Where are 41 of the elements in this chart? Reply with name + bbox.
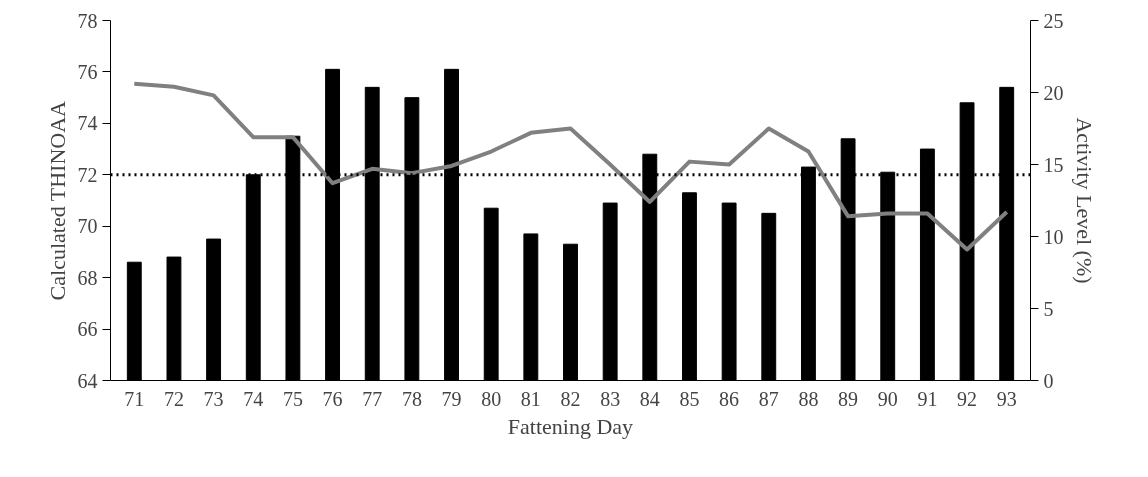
x-tick-label: 88 xyxy=(798,387,819,410)
y-tick-label: 74 xyxy=(77,112,98,135)
x-tick-label: 91 xyxy=(917,387,938,410)
y-tick-label: 76 xyxy=(77,60,98,83)
line-series xyxy=(132,81,1009,252)
y-tick-label: 66 xyxy=(77,318,98,341)
y-tick-label: 68 xyxy=(77,266,98,289)
x-tick-label: 76 xyxy=(322,387,343,410)
x-tick-label: 75 xyxy=(282,387,303,410)
x-tick-label: 87 xyxy=(758,387,779,410)
y-axis-title: Calculated THINOAA xyxy=(44,100,70,301)
x-tick-label: 90 xyxy=(877,387,898,410)
x-tick-label: 72 xyxy=(163,387,184,410)
y2-tick-label: 5 xyxy=(1043,297,1054,320)
x-tick-label: 83 xyxy=(600,387,621,410)
y2-tick-label: 10 xyxy=(1043,225,1064,248)
y-tick-label: 64 xyxy=(77,369,98,392)
x-tick-label: 73 xyxy=(203,387,224,410)
y2-axis-title: Activity Level (%) xyxy=(1071,117,1097,284)
x-tick-label: 77 xyxy=(362,387,383,410)
x-tick-label: 93 xyxy=(996,387,1017,410)
x-axis-title: Fattening Day xyxy=(507,413,634,439)
x-tick-label: 85 xyxy=(679,387,700,410)
y2-tick-label: 15 xyxy=(1043,153,1064,176)
y2-tick-label: 0 xyxy=(1043,369,1054,392)
y-tick-label: 72 xyxy=(77,163,98,186)
x-tick-label: 74 xyxy=(243,387,264,410)
y-tick-label: 70 xyxy=(77,215,98,238)
x-tick-label: 84 xyxy=(639,387,660,410)
y-tick-label: 78 xyxy=(77,9,98,32)
x-tick-label: 81 xyxy=(520,387,541,410)
x-tick-label: 86 xyxy=(719,387,740,410)
x-tick-label: 89 xyxy=(838,387,859,410)
x-tick-label: 79 xyxy=(441,387,462,410)
x-tick-label: 78 xyxy=(401,387,422,410)
x-tick-label: 71 xyxy=(124,387,145,410)
y2-tick-label: 20 xyxy=(1043,81,1064,104)
x-tick-label: 80 xyxy=(481,387,502,410)
x-tick-label: 82 xyxy=(560,387,581,410)
x-tick-label: 92 xyxy=(957,387,978,410)
y2-tick-label: 25 xyxy=(1043,9,1064,32)
